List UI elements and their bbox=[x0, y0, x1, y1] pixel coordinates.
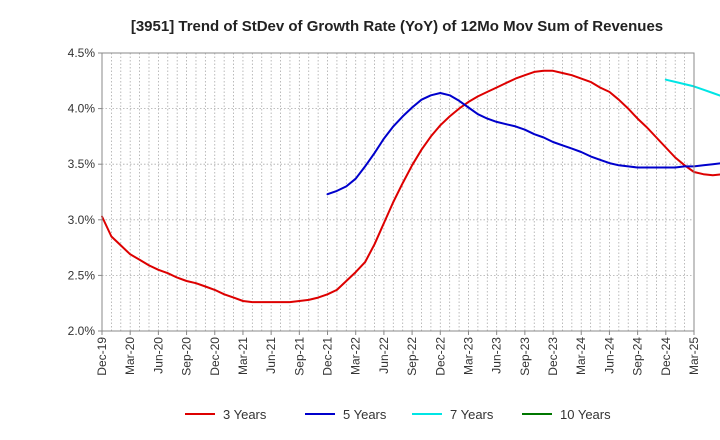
x-tick-label: Mar-25 bbox=[687, 337, 701, 375]
x-tick-label: Jun-20 bbox=[151, 337, 165, 374]
series-line-5-years bbox=[326, 92, 720, 196]
x-tick-label: Jun-24 bbox=[602, 337, 616, 374]
x-tick-label: Dec-24 bbox=[659, 337, 673, 376]
x-tick-label: Mar-22 bbox=[349, 337, 363, 375]
x-tick-label: Mar-23 bbox=[461, 337, 475, 375]
chart-title: [3951] Trend of StDev of Growth Rate (Yo… bbox=[131, 18, 663, 35]
y-tick-label: 3.5% bbox=[68, 157, 96, 171]
plot-grid bbox=[102, 52, 694, 332]
x-axis-ticks: Dec-19 Mar-20 Jun-20 Sep-20 Dec-20 Mar-21 Jun-… bbox=[95, 331, 701, 376]
legend-label: 3 Years bbox=[223, 407, 267, 422]
series-line-7-years bbox=[664, 78, 720, 97]
y-tick-label: 2.0% bbox=[68, 324, 96, 338]
x-tick-label: Mar-21 bbox=[236, 337, 250, 375]
y-tick-label: 3.0% bbox=[68, 213, 96, 227]
legend: 3 Years 5 Years 7 Years 10 Years bbox=[185, 407, 611, 422]
x-tick-label: Dec-22 bbox=[433, 337, 447, 376]
y-tick-label: 2.5% bbox=[68, 268, 96, 282]
y-tick-label: 4.5% bbox=[68, 46, 96, 60]
x-tick-label: Jun-23 bbox=[490, 337, 504, 374]
x-tick-label: Dec-21 bbox=[321, 337, 335, 376]
legend-label: 5 Years bbox=[343, 407, 387, 422]
legend-item-3-years: 3 Years bbox=[185, 407, 267, 422]
legend-item-5-years: 5 Years bbox=[305, 407, 387, 422]
x-tick-label: Sep-23 bbox=[518, 337, 532, 376]
x-tick-label: Sep-24 bbox=[631, 337, 645, 376]
x-tick-label: Dec-19 bbox=[95, 337, 109, 376]
x-tick-label: Sep-20 bbox=[180, 337, 194, 376]
legend-label: 10 Years bbox=[560, 407, 611, 422]
x-tick-label: Dec-23 bbox=[546, 337, 560, 376]
x-tick-label: Mar-20 bbox=[123, 337, 137, 375]
y-tick-label: 4.0% bbox=[68, 102, 96, 116]
legend-item-10-years: 10 Years bbox=[522, 407, 611, 422]
series-line-3-years bbox=[101, 69, 720, 304]
x-tick-label: Sep-21 bbox=[292, 337, 306, 376]
x-tick-label: Mar-24 bbox=[574, 337, 588, 375]
x-tick-label: Dec-20 bbox=[208, 337, 222, 376]
x-tick-label: Jun-21 bbox=[264, 337, 278, 374]
legend-label: 7 Years bbox=[450, 407, 494, 422]
legend-item-7-years: 7 Years bbox=[412, 407, 494, 422]
x-tick-label: Jun-22 bbox=[377, 337, 391, 374]
x-tick-label: Sep-22 bbox=[405, 337, 419, 376]
series-lines bbox=[101, 69, 720, 304]
y-axis-ticks: 4.5% 4.0% 3.5% 3.0% 2.5% 2.0% bbox=[68, 46, 102, 338]
plot-border bbox=[101, 52, 695, 332]
